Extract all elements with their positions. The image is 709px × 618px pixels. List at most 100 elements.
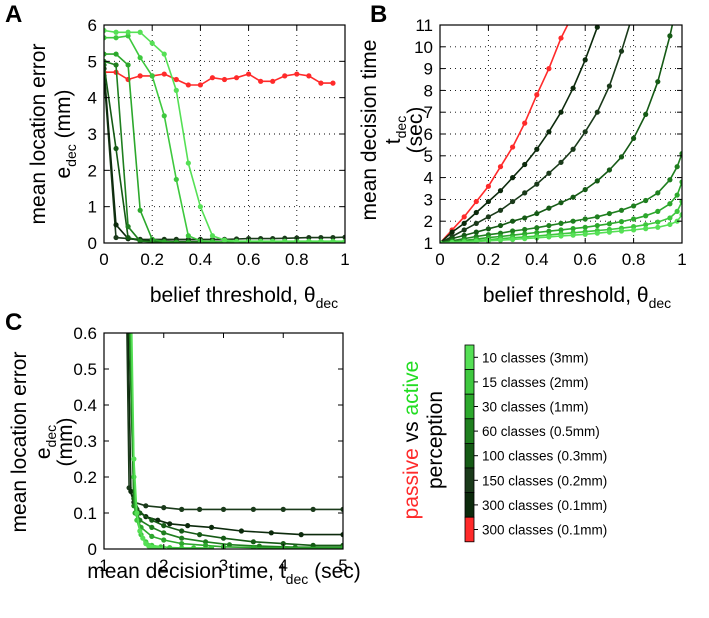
colorbar-swatch: [464, 393, 475, 420]
colorbar-label: 10 classes (3mm): [482, 350, 589, 365]
data-point: [330, 234, 336, 241]
panel-letter-b: B: [370, 1, 387, 28]
data-point: [594, 214, 600, 220]
data-point: [197, 506, 203, 512]
data-point: [522, 215, 528, 221]
data-point: [161, 537, 167, 543]
data-point: [342, 238, 345, 243]
data-point: [185, 239, 191, 243]
data-point: [473, 198, 479, 205]
series-line: [128, 333, 343, 547]
data-point: [509, 218, 516, 224]
data-point: [570, 194, 576, 200]
data-point: [497, 237, 504, 243]
data-point: [149, 40, 155, 46]
data-point: [655, 190, 661, 196]
data-point: [631, 227, 637, 233]
data-point: [167, 544, 173, 549]
data-point: [125, 234, 131, 241]
series-line: [104, 60, 345, 243]
series-line: [440, 25, 569, 243]
data-point: [268, 530, 274, 536]
x-tick-label: 0.6: [573, 250, 597, 269]
x-tick-label: 0: [435, 250, 444, 269]
data-point: [179, 506, 185, 512]
data-point: [209, 238, 216, 243]
y-tick-label: 5: [424, 147, 433, 166]
data-point: [104, 51, 107, 57]
data-point: [509, 198, 516, 205]
data-point: [318, 234, 324, 241]
data-point: [258, 78, 264, 84]
y-tick-label: 3: [88, 125, 97, 144]
perception-label: perception: [424, 391, 447, 489]
data-point: [208, 545, 215, 549]
series-line: [440, 25, 631, 243]
colorbar-label: 15 classes (2mm): [482, 375, 589, 390]
data-point: [340, 532, 343, 538]
data-point: [161, 505, 167, 511]
series-line: [104, 75, 345, 241]
data-point: [606, 83, 613, 89]
data-point: [202, 542, 209, 549]
data-point: [113, 145, 119, 152]
data-point: [226, 542, 233, 548]
data-point: [667, 221, 673, 228]
colorbar-swatch: [464, 369, 475, 395]
data-point: [473, 220, 479, 226]
y-tick-label: 1: [88, 198, 97, 217]
data-point: [497, 164, 504, 170]
data-point: [270, 78, 276, 84]
x-tick-label: 0.4: [189, 250, 213, 269]
colorbar-swatch: [464, 467, 475, 494]
data-point: [679, 151, 682, 157]
series-line: [127, 333, 343, 536]
data-point: [270, 238, 276, 243]
series-line: [440, 214, 682, 243]
x-tick-label: 0.8: [285, 250, 309, 269]
data-point: [461, 227, 467, 233]
y-tick-label: 0: [88, 540, 97, 559]
data-point: [558, 227, 564, 233]
data-point: [631, 203, 637, 209]
data-point: [113, 29, 119, 35]
series-line: [130, 333, 212, 549]
data-point: [282, 238, 288, 243]
y-tick-label: 4: [88, 89, 97, 108]
data-point: [134, 510, 140, 516]
data-point: [179, 535, 185, 541]
data-point: [655, 208, 661, 214]
data-point: [449, 229, 455, 235]
panel-b-xlabel: belief threshold, θdec: [483, 284, 671, 311]
data-point: [667, 177, 673, 183]
data-point: [209, 75, 216, 81]
data-point: [318, 80, 324, 86]
data-point: [497, 207, 504, 213]
data-point: [340, 545, 343, 549]
series-line: [104, 64, 345, 243]
colorbar-swatch: [464, 418, 475, 444]
y-tick-label: 0.3: [73, 432, 97, 451]
data-point: [113, 234, 119, 241]
data-point: [534, 210, 540, 217]
panel-b-ylabel: mean decision time: [358, 40, 381, 221]
y-tick-label: 7: [424, 103, 433, 122]
data-point: [534, 181, 540, 187]
data-point: [220, 535, 227, 541]
data-point: [161, 523, 167, 529]
data-point: [128, 312, 133, 317]
data-point: [606, 210, 613, 217]
data-point: [618, 228, 625, 234]
x-tick-label: 0.2: [140, 250, 164, 269]
data-point: [258, 238, 264, 243]
x-tick-label: 5: [338, 556, 347, 575]
data-point: [233, 75, 240, 81]
data-point: [485, 226, 491, 232]
data-point: [124, 312, 129, 317]
data-point: [131, 456, 137, 462]
data-point: [631, 135, 637, 141]
data-point: [185, 233, 191, 239]
colorbar-label: 60 classes (0.5mm): [482, 424, 600, 439]
data-point: [143, 503, 149, 509]
